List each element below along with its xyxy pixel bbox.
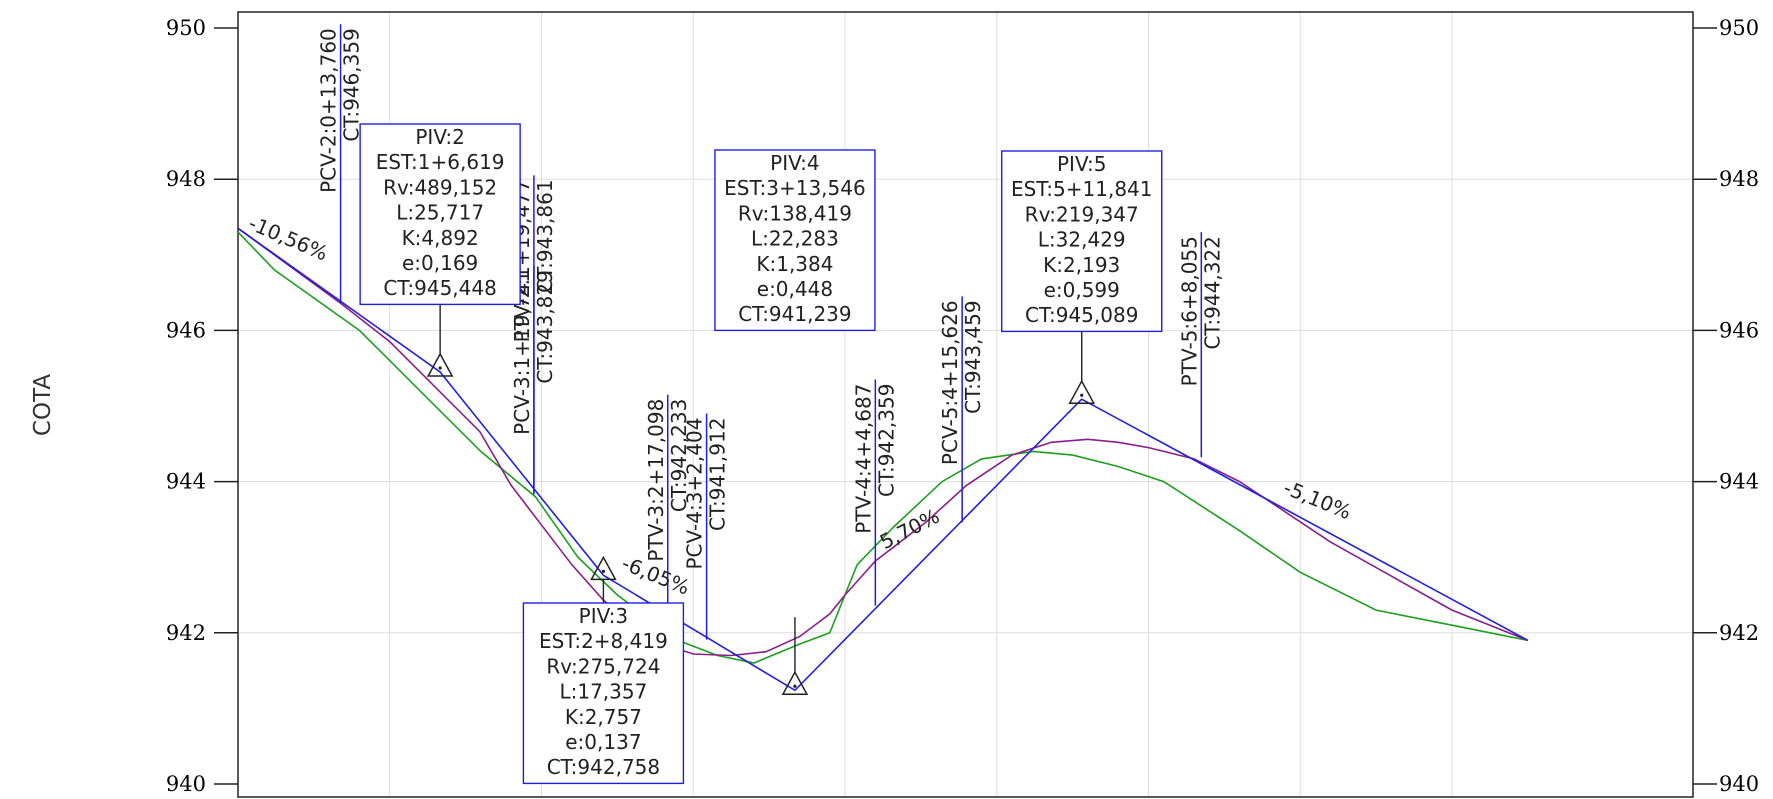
piv-info-line: L:32,429	[1038, 228, 1126, 252]
y-axis-label: COTA	[30, 374, 56, 436]
piv-info-line: K:2,193	[1043, 253, 1120, 277]
series-line-profile	[237, 227, 1529, 657]
piv-info-line: L:25,717	[396, 201, 484, 225]
station-elevation-label: CT:943,861	[533, 179, 557, 292]
piv-info-line: CT:945,448	[383, 276, 496, 300]
station-elevation-label: CT:943,829	[533, 270, 557, 383]
station-label: PTV-4:4+4,687	[851, 384, 875, 534]
piv-info-line: K:2,757	[565, 705, 642, 729]
y-tick-label-right: 950	[1719, 16, 1759, 40]
piv-info-box	[522, 602, 685, 785]
piv-point	[601, 569, 606, 573]
station-label: PCV-5:4+15,626	[938, 300, 962, 465]
y-tick-label-left: 946	[166, 318, 206, 342]
station-label: PTV-3:2+17,098	[644, 399, 668, 562]
y-tick-label-left: 948	[166, 167, 206, 191]
piv-info-line: Rv:138,419	[738, 201, 852, 225]
piv-info-line: K:4,892	[402, 226, 479, 250]
piv-info-line: PIV:3	[579, 604, 628, 628]
piv-point	[438, 366, 442, 370]
piv-point	[1080, 393, 1084, 397]
piv-info-line: EST:3+13,546	[724, 176, 866, 200]
station-elevation-label: CT:944,322	[1200, 236, 1224, 349]
grade-label: -10,56%	[245, 211, 331, 266]
piv-info-line: CT:942,758	[547, 755, 660, 779]
y-tick-label-right: 942	[1719, 621, 1759, 645]
piv-info-line: K:1,384	[756, 252, 833, 276]
station-elevation-label: CT:943,459	[961, 300, 985, 413]
station-label: PCV-2:0+13,760	[317, 28, 341, 193]
station-label: PCV-4:3+2,404	[683, 418, 707, 570]
piv-info-line: CT:941,239	[738, 302, 851, 326]
piv-info-line: Rv:489,152	[383, 175, 497, 199]
piv-markers: PIV:2EST:1+6,619Rv:489,152L:25,717K:4,89…	[359, 123, 1163, 785]
piv-info-box	[1001, 150, 1163, 333]
piv-info-line: CT:945,089	[1025, 303, 1138, 327]
station-elevation-label: CT:942,233	[667, 399, 691, 512]
piv-info-line: L:22,283	[751, 227, 839, 251]
piv-info-line: Rv:219,347	[1025, 202, 1139, 226]
y-tick-label-right: 948	[1719, 167, 1759, 191]
piv-info-line: e:0,448	[757, 277, 833, 301]
station-label: PTV-5:6+8,055	[1177, 236, 1201, 386]
station-elevation-label: CT:941,912	[706, 418, 730, 531]
piv-triangle	[781, 670, 809, 696]
piv-info-line: EST:2+8,419	[539, 629, 668, 653]
plot-frame	[237, 11, 1694, 798]
piv-info-line: EST:5+11,841	[1011, 177, 1153, 201]
y-tick-label-left: 950	[166, 16, 206, 40]
y-tick-label-left: 944	[166, 470, 206, 494]
piv-triangle	[1068, 379, 1095, 404]
y-tick-label-right: 946	[1719, 318, 1759, 342]
piv-point	[793, 684, 797, 688]
piv-info-box	[359, 123, 521, 306]
station-elevation-label: CT:946,359	[340, 28, 364, 141]
piv-info-line: e:0,137	[565, 730, 641, 754]
y-axis-ticks: 950 950 948 948 946 946 944 944 942 942 940 940	[166, 16, 1759, 796]
station-elevation-label: CT:942,359	[874, 384, 898, 497]
series-line-tangent	[237, 227, 1529, 692]
piv-info-line: PIV:5	[1057, 152, 1106, 176]
piv-info-line: e:0,169	[402, 251, 478, 275]
piv-info-line: L:17,357	[559, 680, 647, 704]
piv-info-line: Rv:275,724	[546, 654, 660, 678]
piv-info-line: EST:1+6,619	[376, 150, 505, 174]
y-tick-label-right: 940	[1719, 772, 1759, 796]
piv-info-line: PIV:4	[770, 151, 819, 175]
piv-info-box	[714, 149, 876, 332]
y-tick-label-right: 944	[1719, 470, 1759, 494]
y-tick-label-left: 942	[166, 621, 206, 645]
series-line-terrain	[237, 231, 1529, 664]
piv-info-line: e:0,599	[1044, 278, 1120, 302]
piv-info-line: PIV:2	[415, 125, 464, 149]
y-tick-label-left: 940	[166, 772, 206, 796]
piv-triangle	[426, 352, 454, 377]
